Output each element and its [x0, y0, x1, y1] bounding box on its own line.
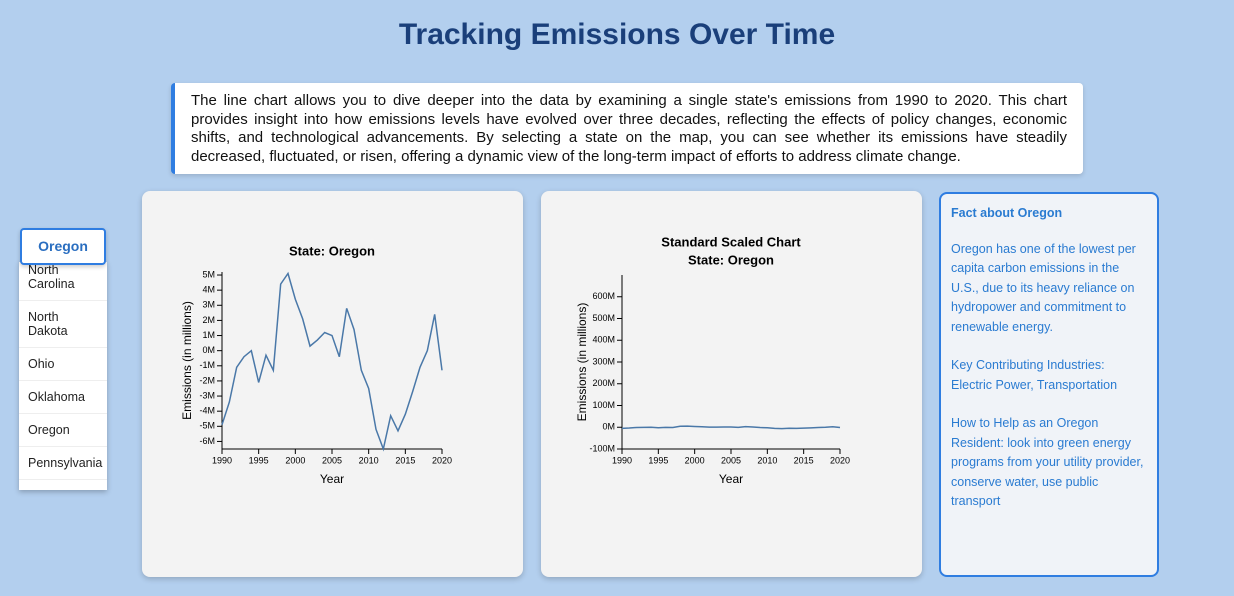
state-dropdown[interactable]: Oregon: [20, 228, 106, 265]
fact-text: Key Contributing Industries: Electric Po…: [951, 358, 1118, 392]
y-tick-label: 2M: [202, 315, 215, 325]
x-tick-label: 2015: [395, 455, 415, 465]
fact-text: How to Help as an Oregon Resident: look …: [951, 416, 1144, 508]
x-tick-label: 2020: [830, 455, 850, 465]
y-tick-label: 5M: [202, 269, 215, 279]
x-tick-label: 1995: [249, 455, 269, 465]
fact-panel: Fact about Oregon Oregon has one of the …: [939, 192, 1159, 577]
y-tick-label: -3M: [200, 390, 216, 400]
chart-subtitle: State: Oregon: [688, 252, 774, 267]
y-axis-label: Emissions (in millions): [180, 301, 194, 420]
chart-panel: State: Oregon 1990 1995 2000 2005 2010 2015 202…: [142, 191, 523, 577]
y-tick-label: -5M: [200, 421, 216, 431]
chart-panel: Standard Scaled Chart State: Oregon 1990 19…: [541, 191, 922, 577]
description: The line chart allows you to dive deeper…: [171, 83, 1083, 174]
y-tick-label: -2M: [200, 375, 216, 385]
x-axis-label: Year: [719, 472, 743, 486]
y-tick-label: -6M: [200, 436, 216, 446]
y-tick-label: 1M: [202, 330, 215, 340]
y-tick-label: 100M: [592, 400, 615, 410]
page-title: Tracking Emissions Over Time: [398, 18, 836, 51]
y-tick-label: -100M: [589, 443, 615, 453]
x-tick-label: 2000: [285, 455, 305, 465]
x-tick-label: 2005: [322, 455, 342, 465]
chart-title: Standard Scaled Chart: [661, 234, 801, 249]
y-tick-label: 600M: [592, 291, 615, 301]
x-tick-label: 2020: [432, 455, 452, 465]
x-tick-label: 1995: [648, 455, 668, 465]
x-tick-label: 2005: [721, 455, 741, 465]
x-tick-label: 2015: [794, 455, 814, 465]
y-tick-label: 300M: [592, 356, 615, 366]
x-tick-label: 2010: [359, 455, 379, 465]
x-tick-label: 2000: [685, 455, 705, 465]
y-axis-label: Emissions (in millions): [575, 303, 589, 422]
y-tick-label: -1M: [200, 360, 216, 370]
chart: Standard Scaled Chart State: Oregon 1990 19…: [575, 234, 850, 486]
x-tick-label: 1990: [612, 455, 632, 465]
state-option[interactable]: Pennsylvania: [19, 447, 107, 480]
state-option[interactable]: Ohio: [19, 348, 107, 381]
y-tick-label: 3M: [202, 300, 215, 310]
data-line: [621, 425, 841, 430]
state-option[interactable]: North Carolina: [19, 262, 107, 301]
chart-title: State: Oregon: [289, 243, 375, 258]
y-tick-label: -4M: [200, 406, 216, 416]
state-option[interactable]: North Dakota: [19, 301, 107, 348]
fact-text: Oregon has one of the lowest per capita …: [951, 241, 1136, 334]
y-tick-label: 500M: [592, 313, 615, 323]
x-tick-label: 2010: [757, 455, 777, 465]
x-axis-label: Year: [320, 472, 344, 486]
state-list: North Carolina North Dakota Ohio Oklahoma Or…: [19, 262, 107, 490]
x-tick-label: 1990: [212, 455, 232, 465]
chart: State: Oregon 1990 1995 2000 2005 2010 2015 202…: [180, 243, 452, 486]
y-tick-label: 400M: [592, 335, 615, 345]
y-tick-label: 4M: [202, 285, 215, 295]
y-tick-label: 0M: [202, 345, 215, 355]
y-tick-label: 0M: [602, 422, 615, 432]
data-line: [221, 271, 443, 452]
state-option[interactable]: Oregon: [19, 414, 107, 447]
y-tick-label: 200M: [592, 378, 615, 388]
fact-title: Fact about Oregon: [951, 206, 1063, 220]
state-option[interactable]: Oklahoma: [19, 381, 107, 414]
